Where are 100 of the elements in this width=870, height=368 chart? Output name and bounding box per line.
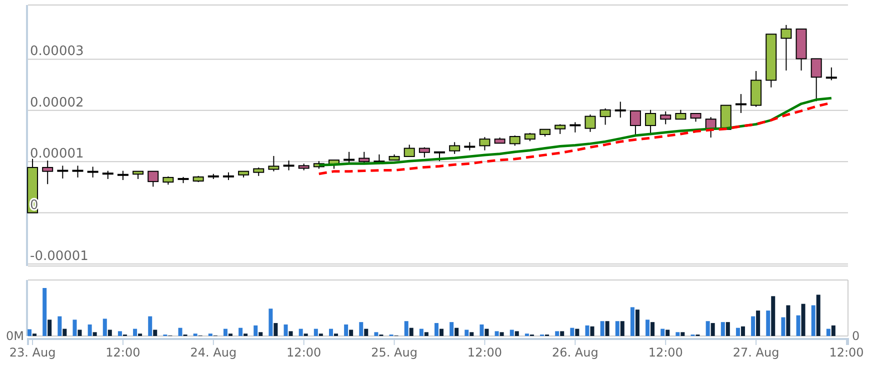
- bar: [710, 323, 715, 336]
- bar: [42, 288, 47, 336]
- text: 0: [852, 329, 860, 343]
- bar: [344, 324, 348, 336]
- bar: [470, 332, 474, 336]
- bar: [178, 328, 182, 336]
- bar: [118, 331, 122, 336]
- bar: [102, 318, 107, 336]
- bar: [660, 328, 665, 336]
- bar: [223, 328, 228, 336]
- bar: [238, 328, 243, 336]
- bar: [650, 322, 655, 336]
- bar: [831, 325, 836, 336]
- bar: [58, 316, 62, 336]
- bar: [740, 326, 745, 336]
- bar: [268, 308, 273, 336]
- bar: [811, 305, 816, 336]
- bar: [464, 330, 469, 336]
- bar: [680, 332, 685, 336]
- bar: [796, 315, 800, 336]
- bar: [570, 328, 574, 336]
- bar: [254, 325, 258, 336]
- x-tick-label: 12:00: [829, 346, 864, 360]
- bar: [585, 325, 590, 336]
- x-tick-label: 12:00: [286, 346, 322, 360]
- bar: [756, 310, 760, 336]
- bar: [736, 328, 740, 336]
- bar: [781, 317, 786, 336]
- bar: [349, 330, 354, 336]
- bar: [419, 328, 424, 336]
- bar: [826, 328, 830, 336]
- y-tick-label: -0.00001: [30, 248, 88, 264]
- y-tick-label: 0.00002: [30, 95, 84, 110]
- bar: [786, 305, 790, 336]
- bar: [635, 310, 640, 336]
- x-tick-label: 12:00: [648, 346, 683, 360]
- x-tick-label: 12:00: [106, 346, 140, 360]
- bar: [666, 330, 670, 336]
- bar: [816, 294, 820, 336]
- bar: [615, 321, 620, 336]
- bar: [801, 304, 806, 336]
- bar: [133, 328, 138, 336]
- bar: [28, 329, 32, 336]
- bar: [590, 326, 594, 336]
- bar: [374, 332, 378, 336]
- bar: [148, 316, 152, 336]
- bar: [153, 330, 158, 336]
- bar: [480, 324, 484, 336]
- bar: [359, 322, 364, 336]
- bar: [92, 332, 97, 336]
- bar: [771, 296, 776, 336]
- bar: [78, 330, 82, 336]
- bar: [630, 307, 634, 336]
- x-tick-label: 23. Aug: [9, 346, 56, 360]
- bar: [514, 331, 519, 336]
- bar: [510, 330, 514, 336]
- bar: [328, 328, 333, 336]
- bar: [454, 328, 459, 336]
- x-tick-label: 24. Aug: [190, 346, 237, 360]
- bar: [88, 324, 92, 336]
- bar: [440, 328, 444, 336]
- bar: [620, 321, 624, 336]
- bar: [48, 320, 52, 336]
- x-tick-label: 25. Aug: [371, 346, 418, 360]
- bar: [404, 321, 408, 336]
- bar: [298, 328, 303, 336]
- bar: [766, 310, 770, 336]
- bar: [424, 332, 428, 336]
- bar: [284, 324, 288, 336]
- bar: [706, 321, 710, 336]
- bar: [600, 321, 604, 336]
- bar: [288, 331, 293, 336]
- bar: [434, 323, 439, 336]
- bar: [500, 332, 504, 336]
- bar: [646, 320, 650, 336]
- bar: [676, 332, 680, 336]
- bar: [484, 328, 489, 336]
- bar: [274, 323, 278, 336]
- x-tick-label: 27. Aug: [732, 346, 780, 360]
- bar: [450, 322, 454, 336]
- bar: [726, 322, 730, 336]
- bar: [494, 331, 499, 336]
- bar: [72, 320, 77, 336]
- bar: [62, 328, 67, 336]
- bar: [605, 321, 610, 336]
- y-tick-label: 0.00001: [30, 146, 84, 162]
- bar: [555, 331, 560, 336]
- bar: [575, 328, 580, 336]
- x-tick-label: 26. Aug: [552, 346, 598, 360]
- bar: [258, 332, 263, 336]
- x-tick-label: 12:00: [467, 346, 502, 360]
- bar: [108, 330, 112, 336]
- bar: [364, 328, 368, 336]
- bar: [314, 328, 318, 336]
- text: 0M: [6, 329, 24, 343]
- bar: [409, 328, 414, 336]
- bar: [751, 316, 756, 336]
- bar: [560, 331, 564, 336]
- bar: [720, 322, 725, 336]
- y-tick-label: 0.00003: [30, 44, 84, 60]
